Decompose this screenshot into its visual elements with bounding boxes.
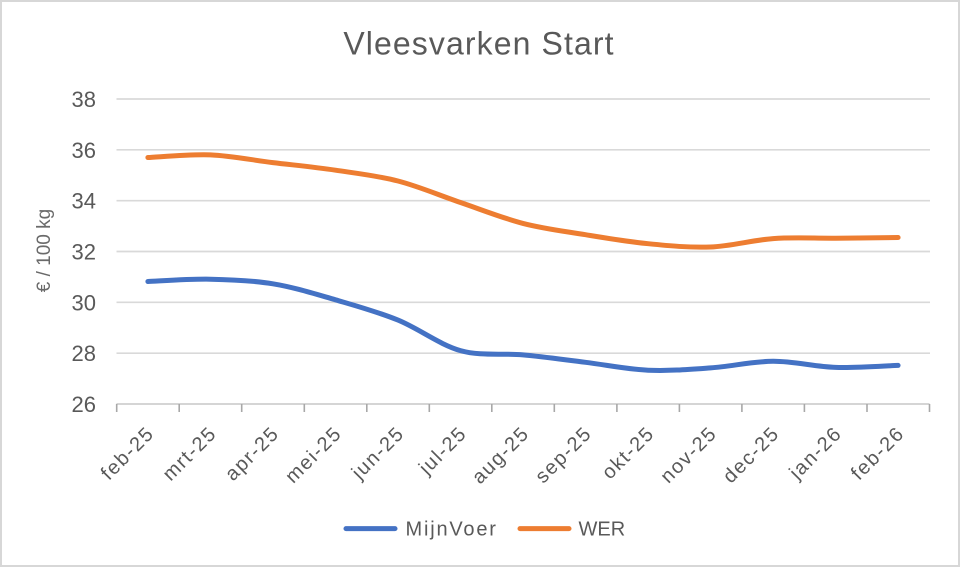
svg-text:38: 38 xyxy=(72,87,96,112)
svg-text:34: 34 xyxy=(72,189,96,214)
svg-text:mei-25: mei-25 xyxy=(281,423,346,488)
svg-text:dec-25: dec-25 xyxy=(719,423,784,488)
svg-text:nov-25: nov-25 xyxy=(656,423,721,488)
svg-text:28: 28 xyxy=(72,341,96,366)
svg-text:30: 30 xyxy=(72,290,96,315)
svg-text:aug-25: aug-25 xyxy=(468,423,534,489)
svg-text:WER: WER xyxy=(579,519,626,541)
svg-text:€ / 100 kg: € / 100 kg xyxy=(34,209,55,292)
svg-text:26: 26 xyxy=(72,392,96,417)
svg-text:sep-25: sep-25 xyxy=(531,423,596,488)
svg-text:32: 32 xyxy=(72,240,96,265)
svg-text:Vleesvarken Start: Vleesvarken Start xyxy=(343,26,614,62)
svg-text:MijnVoer: MijnVoer xyxy=(406,519,498,541)
svg-text:mrt-25: mrt-25 xyxy=(159,423,222,486)
svg-text:jul-25: jul-25 xyxy=(414,423,471,480)
svg-text:apr-25: apr-25 xyxy=(221,423,284,486)
svg-text:jun-25: jun-25 xyxy=(347,423,409,485)
svg-text:jan-26: jan-26 xyxy=(785,423,847,485)
svg-text:feb-25: feb-25 xyxy=(97,423,159,485)
svg-text:36: 36 xyxy=(72,138,96,163)
svg-text:okt-25: okt-25 xyxy=(598,423,659,484)
svg-text:feb-26: feb-26 xyxy=(847,423,909,485)
